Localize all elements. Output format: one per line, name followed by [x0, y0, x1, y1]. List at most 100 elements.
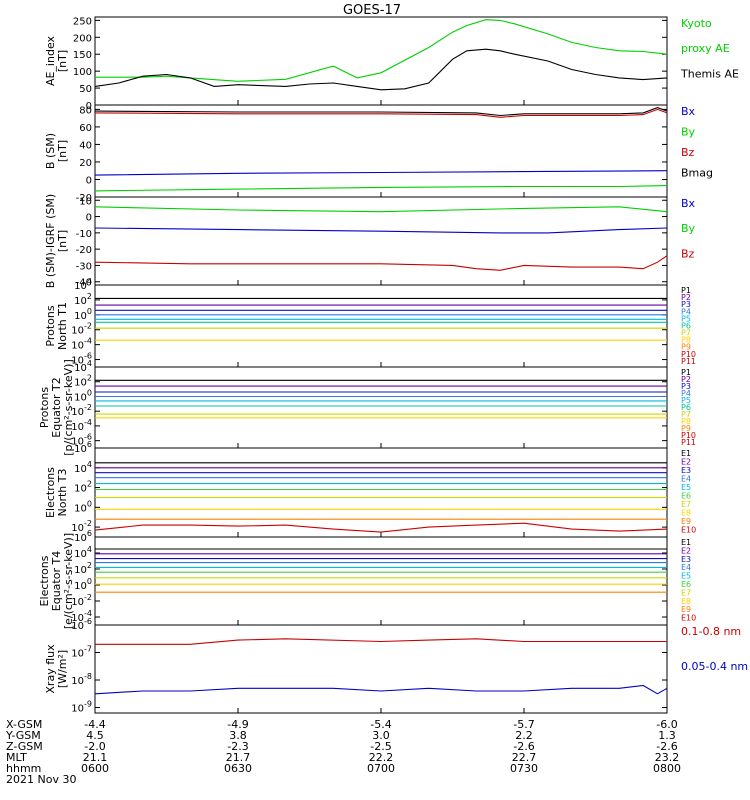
y-tick-label: 100: [74, 577, 92, 592]
footer-value: 22.7: [512, 751, 537, 764]
y-tick-label: 104: [74, 359, 92, 374]
y-tick-label: 100: [74, 499, 92, 514]
footer-value: 21.1: [83, 751, 108, 764]
footer-value: 22.2: [369, 751, 394, 764]
legend-entry: P1: [681, 368, 691, 377]
legend-entry: P5: [681, 314, 691, 323]
y-axis-label: Xray flux: [44, 644, 57, 694]
footer-row-label: hhmm: [6, 762, 41, 775]
y-tick-label: 10-2: [71, 322, 92, 337]
y-tick-label: 50: [79, 84, 92, 95]
y-tick-label: 10-6: [71, 352, 92, 367]
legend-entry: P4: [681, 389, 691, 398]
y-axis-label: Protons: [38, 387, 51, 428]
series-line-e10: [94, 522, 668, 533]
legend-entry: Bx: [681, 105, 696, 118]
y-axis-label: Electrons: [44, 467, 57, 518]
y-tick-label: 0: [86, 213, 92, 224]
footer-row-label: Y-GSM: [5, 729, 41, 742]
y-tick-label: 104: [74, 460, 92, 475]
footer-value: -2.6: [513, 740, 534, 753]
y-tick-label: 102: [74, 292, 92, 307]
footer-value: 2.2: [515, 729, 533, 742]
legend-entry: Bmag: [681, 166, 713, 179]
series-line-bx: [94, 227, 668, 234]
legend-entry: P10: [681, 431, 696, 440]
y-tick-label: 10-6: [71, 617, 92, 632]
legend-entry: E5: [681, 483, 691, 492]
y-tick-label: 0: [86, 175, 92, 186]
legend-entry: E3: [681, 555, 691, 564]
footer-row-label: Z-GSM: [6, 740, 43, 753]
y-tick-label: 102: [74, 374, 92, 389]
footer-value: 0630: [224, 762, 252, 775]
legend-entry: E7: [681, 588, 691, 597]
legend-entry: E8: [681, 509, 691, 518]
y-axis-label: North T1: [56, 302, 69, 350]
legend-entry: By: [681, 222, 696, 235]
footer-value: -4.4: [84, 718, 105, 731]
series-line-themis-ae: [94, 48, 668, 91]
y-tick-label: 80: [79, 105, 92, 116]
panel-frame: [94, 624, 668, 714]
y-tick-label: -30: [76, 261, 92, 272]
legend-entry: P3: [681, 300, 691, 309]
legend-entry: 0.1-0.8 nm: [681, 625, 741, 638]
series-line-0-05-0-4-nm: [94, 684, 668, 695]
y-axis-label: Equator T2: [50, 377, 63, 437]
y-tick-label: -20: [76, 245, 92, 256]
panel-bigrf: -40 -30 -20 -10 0 10 B (SM)-IGRF (SM) [nT] Bx By B…: [44, 194, 696, 289]
footer-value: 23.2: [655, 751, 680, 764]
legend-entry: P4: [681, 307, 691, 316]
y-tick-label: 250: [73, 16, 92, 27]
legend-entry: E6: [681, 492, 691, 501]
y-tick-label: 10-2: [71, 403, 92, 418]
y-tick-label: 20: [79, 158, 92, 169]
series-line-kyoto-proxy-ae: [95, 19, 668, 82]
y-tick-label: -40: [76, 278, 92, 289]
legend-entry: E5: [681, 572, 691, 581]
panel-ae: 0 50 100 150 200 250 AE_index [nT] Kyoto proxy AE…: [44, 16, 739, 112]
legend-entry: E4: [681, 563, 691, 572]
footer-value: 21.7: [226, 751, 251, 764]
y-tick-label: 106: [74, 440, 92, 455]
legend-entry: proxy AE: [681, 42, 730, 55]
series-line-0-1-0-8-nm: [95, 638, 667, 645]
series-line-by: [94, 185, 668, 192]
footer-value: 3.8: [229, 729, 247, 742]
legend-entry: P2: [681, 293, 691, 302]
footer-value: -5.7: [513, 718, 534, 731]
legend-entry: P6: [681, 403, 691, 412]
legend-entry: E9: [681, 517, 691, 526]
legend-entry: E10: [681, 614, 696, 623]
y-axis-label: [e/(cm²-s-sr-keV)]: [62, 533, 75, 629]
series-line-bz: [94, 255, 668, 271]
legend-entry: E6: [681, 580, 691, 589]
panel-frame: [94, 196, 668, 286]
footer-value: 0800: [653, 762, 681, 775]
y-axis-label: Protons: [44, 305, 57, 346]
y-tick-label: 10: [79, 196, 92, 207]
y-tick-label: 10-7: [71, 645, 92, 660]
footer-value: 0730: [510, 762, 538, 775]
panel-bsm: -20 0 20 40 60 80 B (SM) [nT] Bx By Bz Bmag: [44, 104, 713, 204]
y-axis-label: Electrons: [38, 555, 51, 606]
panel-frame: [94, 284, 668, 368]
y-axis-label: North T3: [56, 469, 69, 517]
y-tick-label: 10-4: [71, 418, 92, 433]
y-axis-label: B (SM)-IGRF (SM): [44, 194, 57, 288]
footer-value: -6.0: [656, 718, 677, 731]
footer-value: 4.5: [86, 729, 104, 742]
legend-entry: P9: [681, 343, 691, 352]
y-tick-label: 10-4: [71, 609, 92, 624]
footer-date: 2021 Nov 30: [6, 773, 76, 786]
legend-entry: E3: [681, 466, 691, 475]
footer-value: -2.0: [84, 740, 105, 753]
legend-entry: P11: [681, 438, 696, 447]
y-tick-label: 60: [79, 123, 92, 134]
